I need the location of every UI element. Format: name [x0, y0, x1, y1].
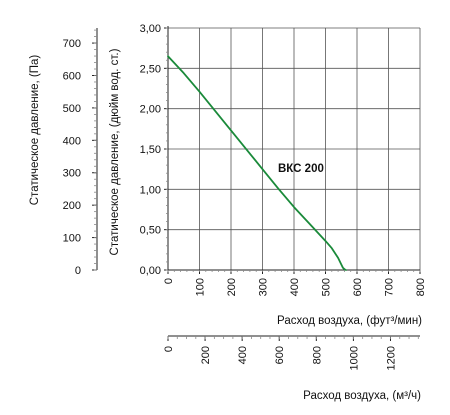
x-cfm-tick-label: 300 — [258, 278, 270, 296]
x-cfm-tick-label: 100 — [195, 278, 207, 296]
ticks: 0,00 0,50 1,00 1,50 2,00 2,50 3,00 0 100 200 300 40… — [63, 23, 427, 370]
x-cfm-tick-label: 600 — [352, 278, 364, 296]
y-inch-tick-label: 2,00 — [140, 104, 161, 116]
y-pa-tick-label: 200 — [63, 200, 81, 212]
x-m3h-tick-label: 200 — [200, 346, 212, 364]
y-inch-tick-label: 1,00 — [140, 184, 161, 196]
x-cfm-tick-label: 200 — [226, 278, 238, 296]
y-left-axis-label: Статическое давление, (Па) — [29, 55, 41, 206]
x-cfm-tick-label: 700 — [384, 278, 396, 296]
x-cfm-tick-label: 500 — [321, 278, 333, 296]
y-inch-tick-label: 1,50 — [140, 144, 161, 156]
x-top-axis-label: Расход воздуха, (фут³/мин) — [277, 315, 422, 327]
x-m3h-tick-label: 0 — [163, 346, 175, 352]
axes — [96, 26, 420, 337]
x-m3h-tick-label: 800 — [311, 346, 323, 364]
grid — [167, 27, 421, 271]
x-m3h-tick-label: 600 — [274, 346, 286, 364]
x-cfm-tick-label: 0 — [163, 278, 175, 284]
series-line-vks-200 — [167, 55, 347, 271]
series-label: ВКС 200 — [278, 163, 324, 175]
y-pa-tick-label: 400 — [63, 135, 81, 147]
y-inch-tick-label: 0,50 — [140, 225, 161, 237]
x-m3h-tick-label: 1000 — [348, 346, 360, 370]
y-right-axis-label: Статическое давление, (дюйм вод. ст.) — [109, 48, 121, 255]
y-pa-tick-label: 0 — [75, 265, 81, 277]
x-cfm-tick-label: 800 — [415, 278, 427, 296]
x-m3h-tick-label: 1200 — [385, 346, 397, 370]
y-inch-tick-label: 0,00 — [140, 265, 161, 277]
y-pa-tick-label: 700 — [63, 38, 81, 50]
y-pa-tick-label: 300 — [63, 168, 81, 180]
y-inch-tick-label: 3,00 — [140, 23, 161, 35]
y-inch-tick-label: 2,50 — [140, 63, 161, 75]
y-pa-tick-label: 100 — [63, 233, 81, 245]
x-cfm-tick-label: 400 — [289, 278, 301, 296]
x-bottom-axis-label: Расход воздуха, (м³/ч) — [303, 390, 421, 402]
y-pa-tick-label: 600 — [63, 70, 81, 82]
x-m3h-tick-label: 400 — [237, 346, 249, 364]
y-pa-tick-label: 500 — [63, 103, 81, 115]
